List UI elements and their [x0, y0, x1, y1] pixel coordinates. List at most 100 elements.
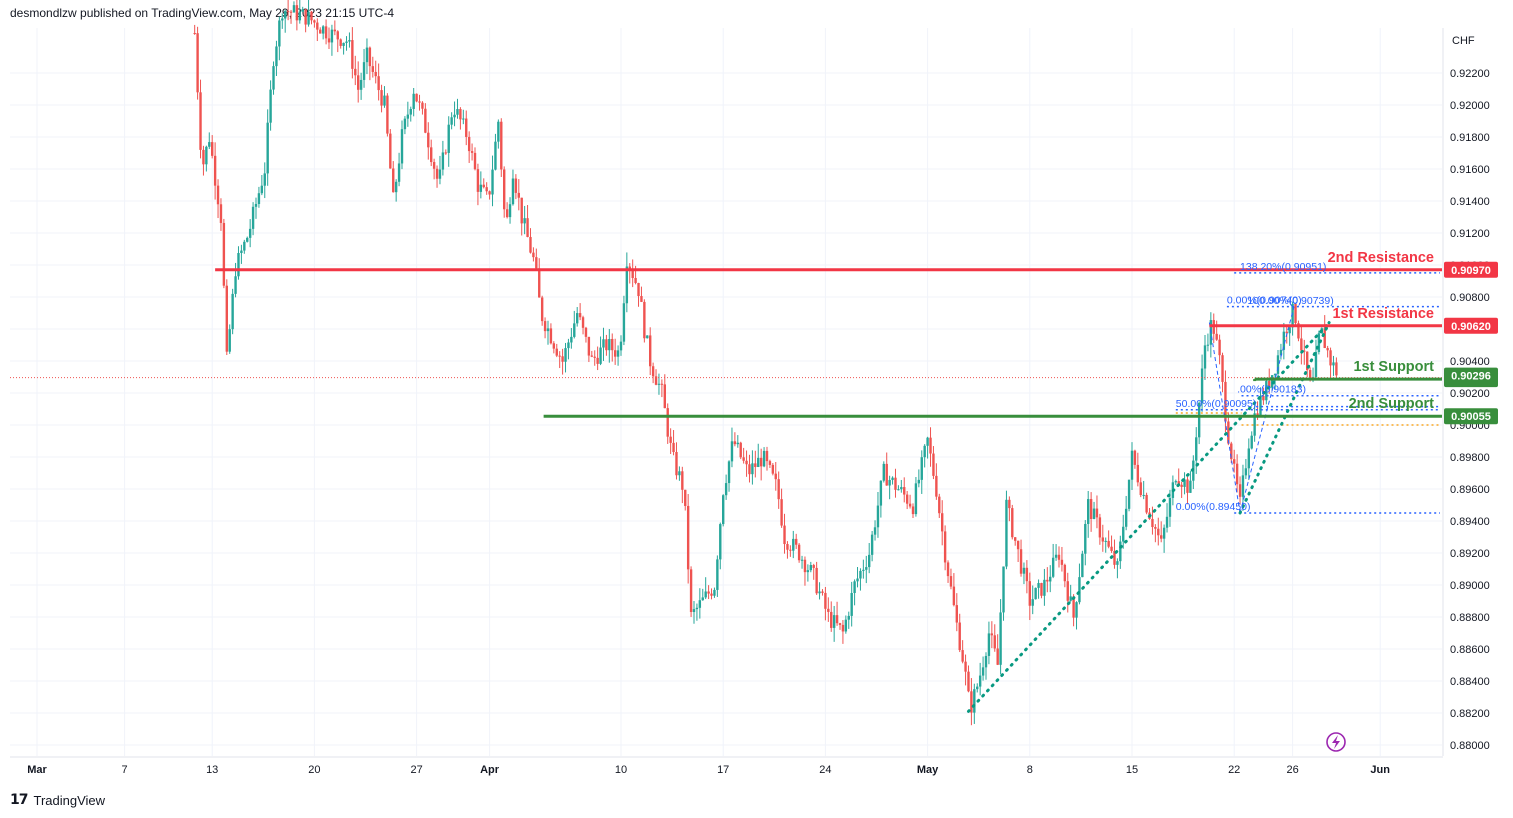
candle-body	[1122, 526, 1125, 542]
candle-body	[538, 268, 541, 298]
candle-body	[517, 192, 520, 198]
candle-body	[821, 591, 824, 593]
candle-body	[324, 26, 328, 39]
x-tick-label: Apr	[480, 764, 500, 776]
candle-body	[573, 323, 576, 337]
candle-body	[943, 531, 947, 563]
candle-body	[841, 624, 845, 632]
candle-body	[389, 133, 392, 169]
candle-body	[797, 544, 801, 561]
candle-body	[465, 118, 468, 137]
candle-body	[613, 350, 617, 357]
candle-body	[1174, 481, 1177, 483]
candle-body	[211, 142, 214, 156]
candle-body	[219, 204, 223, 223]
candle-body	[666, 408, 669, 437]
level-label: 1st Support	[1353, 359, 1434, 375]
candle-body	[578, 313, 582, 318]
candle-body	[628, 266, 631, 270]
candle-body	[333, 29, 337, 32]
candle-body	[497, 121, 500, 142]
level-price-tag	[1444, 317, 1498, 334]
candle-body	[561, 356, 564, 362]
candle-body	[1323, 328, 1326, 349]
candle-body	[543, 321, 547, 332]
candle-body	[1069, 596, 1072, 601]
candle-body	[406, 114, 410, 119]
candle-body	[216, 185, 220, 205]
candle-body	[540, 297, 544, 322]
candle-body	[879, 480, 883, 506]
candle-body	[1241, 475, 1245, 497]
y-tick-label: 0.89800	[1450, 452, 1490, 464]
candle-body	[1040, 583, 1043, 596]
candle-body	[284, 11, 287, 19]
candle-body	[1066, 581, 1069, 601]
y-tick-label: 0.88000	[1450, 740, 1490, 752]
candle-body	[646, 335, 649, 339]
candle-body	[1227, 421, 1230, 444]
level-price-value: 0.90970	[1451, 265, 1491, 277]
candle-body	[228, 329, 231, 352]
candle-body	[374, 71, 377, 77]
candle-body	[1332, 362, 1335, 366]
ascending-trendline	[966, 321, 1331, 713]
candle-body	[208, 142, 211, 147]
candle-body	[266, 122, 269, 174]
candle-body	[1101, 537, 1104, 542]
candle-body	[993, 635, 996, 649]
candle-body	[946, 562, 950, 577]
candle-body	[745, 460, 748, 465]
candle-body	[1183, 479, 1186, 487]
candle-body	[1008, 499, 1011, 509]
candle-body	[1133, 450, 1137, 465]
fib-label: 138.20%(0.90951)	[1240, 261, 1326, 273]
fib-swing-line	[1239, 306, 1295, 514]
candle-body	[981, 667, 985, 676]
candle-body	[1054, 554, 1058, 558]
candle-body	[1288, 327, 1291, 334]
y-tick-label: 0.92200	[1450, 68, 1490, 80]
candle-body	[698, 600, 702, 608]
candle-body	[762, 450, 766, 467]
candle-body	[441, 152, 445, 170]
candle-body	[196, 33, 199, 93]
candle-body	[716, 559, 719, 590]
candle-body	[359, 79, 363, 90]
candle-body	[903, 487, 906, 495]
footer-brand[interactable]: 17 TradingView	[10, 792, 105, 808]
candle-body	[558, 355, 561, 357]
candle-body	[494, 141, 497, 170]
candle-body	[503, 169, 506, 210]
candle-body	[824, 592, 827, 609]
candle-body	[205, 146, 208, 165]
candle-body	[1326, 348, 1329, 351]
candle-body	[231, 293, 234, 330]
candle-body	[1028, 581, 1031, 606]
candle-body	[520, 197, 523, 224]
candle-body	[967, 671, 970, 692]
candle-body	[637, 282, 640, 297]
x-tick-label: 20	[308, 764, 320, 776]
candle-body	[292, 5, 296, 13]
candle-body	[319, 29, 322, 34]
y-tick-label: 0.90200	[1450, 388, 1490, 400]
candle-body	[695, 607, 699, 610]
candle-body	[199, 92, 202, 150]
candle-body	[663, 384, 666, 409]
candle-body	[973, 689, 976, 713]
candle-body	[800, 559, 804, 561]
ascending-trendline	[1238, 321, 1331, 515]
candle-body	[730, 441, 734, 462]
candle-body	[920, 457, 923, 480]
y-tick-label: 0.91600	[1450, 164, 1490, 176]
candle-body	[476, 169, 480, 192]
candle-body	[616, 350, 620, 357]
level-price-tag	[1444, 408, 1498, 425]
candle-body	[1259, 395, 1262, 416]
lightning-replay-icon[interactable]	[1326, 732, 1346, 752]
y-tick-label: 0.89200	[1450, 548, 1490, 560]
candle-body	[868, 554, 871, 568]
candle-body	[850, 592, 853, 616]
